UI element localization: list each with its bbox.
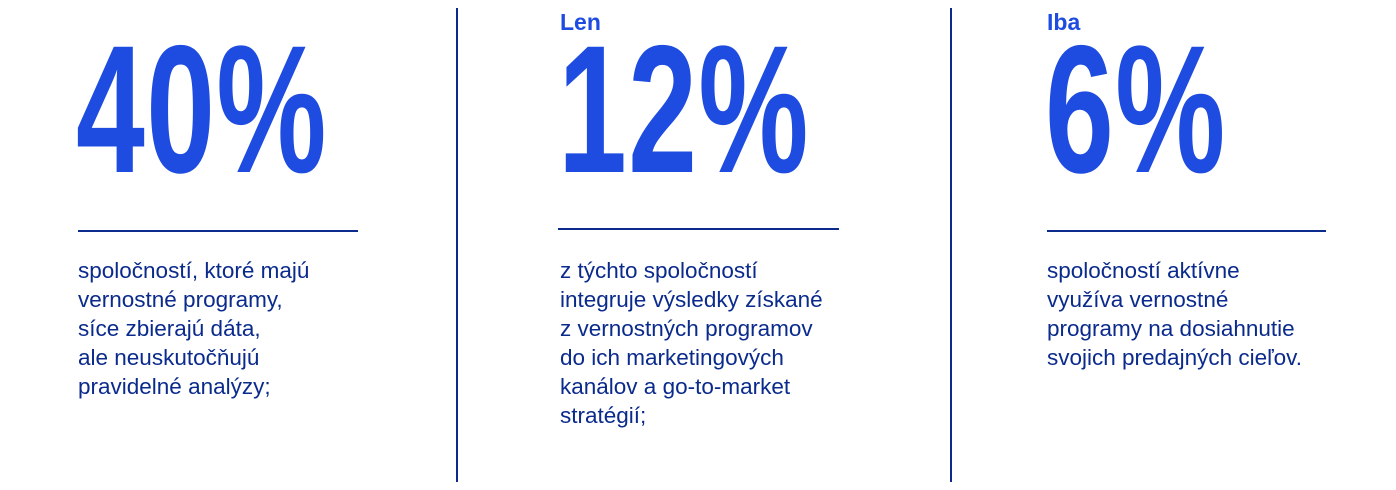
stat-prefix: Iba [1047,9,1081,35]
stat-value: 12% [558,7,810,211]
column-separator [950,8,952,482]
stat-value: 40% [76,7,328,211]
divider-rule [558,228,839,230]
stat-description: spoločností aktívne využíva vernostné pr… [1047,258,1303,370]
stat-value: 6% [1045,7,1227,211]
stat-description: z týchto spoločností integruje výsledky … [560,258,823,428]
stat-description: spoločností, ktoré majú vernostné progra… [78,258,310,399]
stat-prefix: Len [560,9,601,35]
divider-rule [78,230,358,232]
column-separator [456,8,458,482]
divider-rule [1047,230,1326,232]
